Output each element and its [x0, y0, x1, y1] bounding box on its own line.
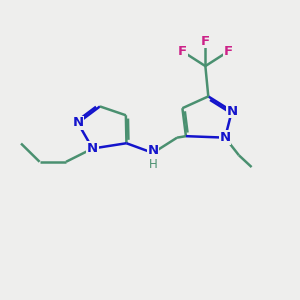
Text: N: N [147, 144, 158, 157]
Text: H: H [149, 158, 158, 171]
Text: N: N [220, 131, 231, 144]
Text: N: N [226, 105, 237, 118]
Text: F: F [178, 45, 187, 58]
Text: N: N [72, 116, 83, 129]
Text: N: N [87, 142, 98, 155]
Text: F: F [201, 34, 210, 48]
Text: F: F [224, 45, 233, 58]
